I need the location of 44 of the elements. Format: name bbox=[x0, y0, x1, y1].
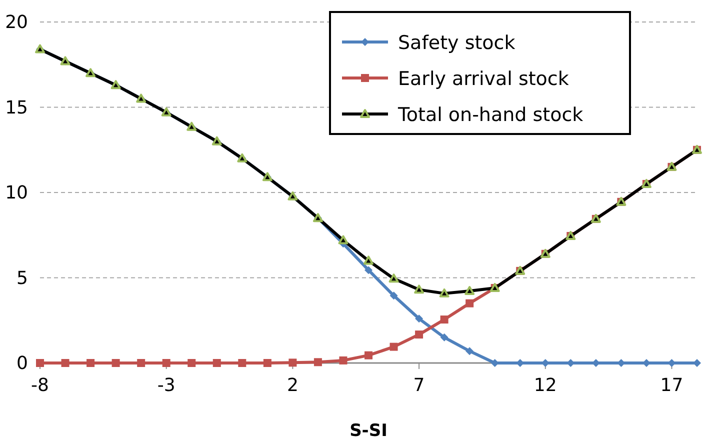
point bbox=[188, 359, 196, 367]
point bbox=[61, 359, 70, 367]
point bbox=[364, 256, 374, 265]
point bbox=[212, 359, 221, 367]
y-tick-label: 15 bbox=[5, 97, 28, 118]
point bbox=[414, 284, 424, 294]
x-tick-label: -8 bbox=[31, 375, 49, 396]
point bbox=[415, 330, 424, 339]
point bbox=[439, 288, 450, 298]
point bbox=[466, 299, 474, 308]
point bbox=[162, 359, 170, 367]
point bbox=[112, 359, 120, 367]
x-tick-label: 17 bbox=[660, 375, 684, 396]
point bbox=[364, 351, 372, 360]
point bbox=[339, 356, 348, 364]
y-tick-label: 5 bbox=[16, 268, 28, 289]
legend-label: Total on-hand stock bbox=[397, 104, 584, 126]
x-tick-label: 2 bbox=[286, 375, 298, 396]
y-tick-label: 10 bbox=[5, 182, 28, 204]
point bbox=[238, 359, 246, 367]
legend-label: Safety stock bbox=[398, 32, 516, 54]
point bbox=[288, 358, 297, 367]
point bbox=[314, 358, 322, 366]
point bbox=[388, 274, 399, 283]
point bbox=[86, 359, 95, 367]
point bbox=[338, 235, 348, 244]
x-tick-label: 12 bbox=[534, 375, 557, 396]
point bbox=[364, 266, 372, 274]
point bbox=[390, 292, 398, 300]
point bbox=[137, 359, 146, 367]
point bbox=[440, 333, 448, 342]
point bbox=[415, 314, 424, 323]
point bbox=[390, 342, 398, 351]
x-tick-label: 7 bbox=[413, 375, 425, 396]
point bbox=[440, 316, 448, 324]
point bbox=[263, 359, 272, 367]
point bbox=[466, 347, 474, 356]
point bbox=[464, 286, 475, 296]
y-tick-label: 20 bbox=[5, 12, 28, 33]
legend-label: Early arrival stock bbox=[398, 68, 569, 90]
point bbox=[36, 359, 44, 367]
y-tick-label: 0 bbox=[16, 353, 28, 374]
x-tick-label: -3 bbox=[157, 375, 176, 396]
x-axis-title: S-SI bbox=[350, 421, 388, 441]
